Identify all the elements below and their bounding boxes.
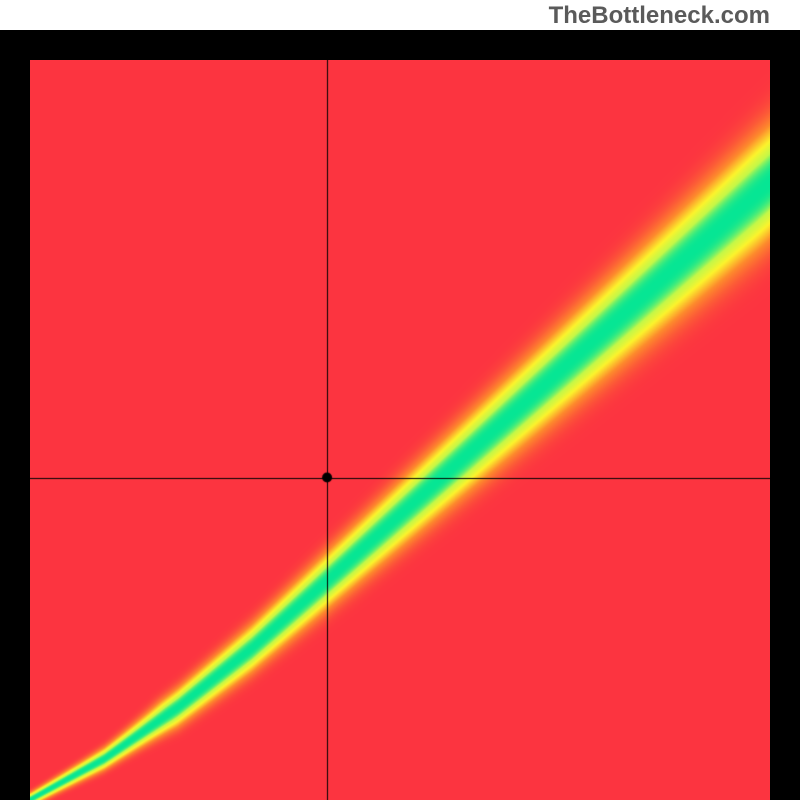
crosshair-overlay xyxy=(30,60,770,800)
watermark-text: TheBottleneck.com xyxy=(549,2,770,30)
root: TheBottleneck.com xyxy=(0,0,800,800)
